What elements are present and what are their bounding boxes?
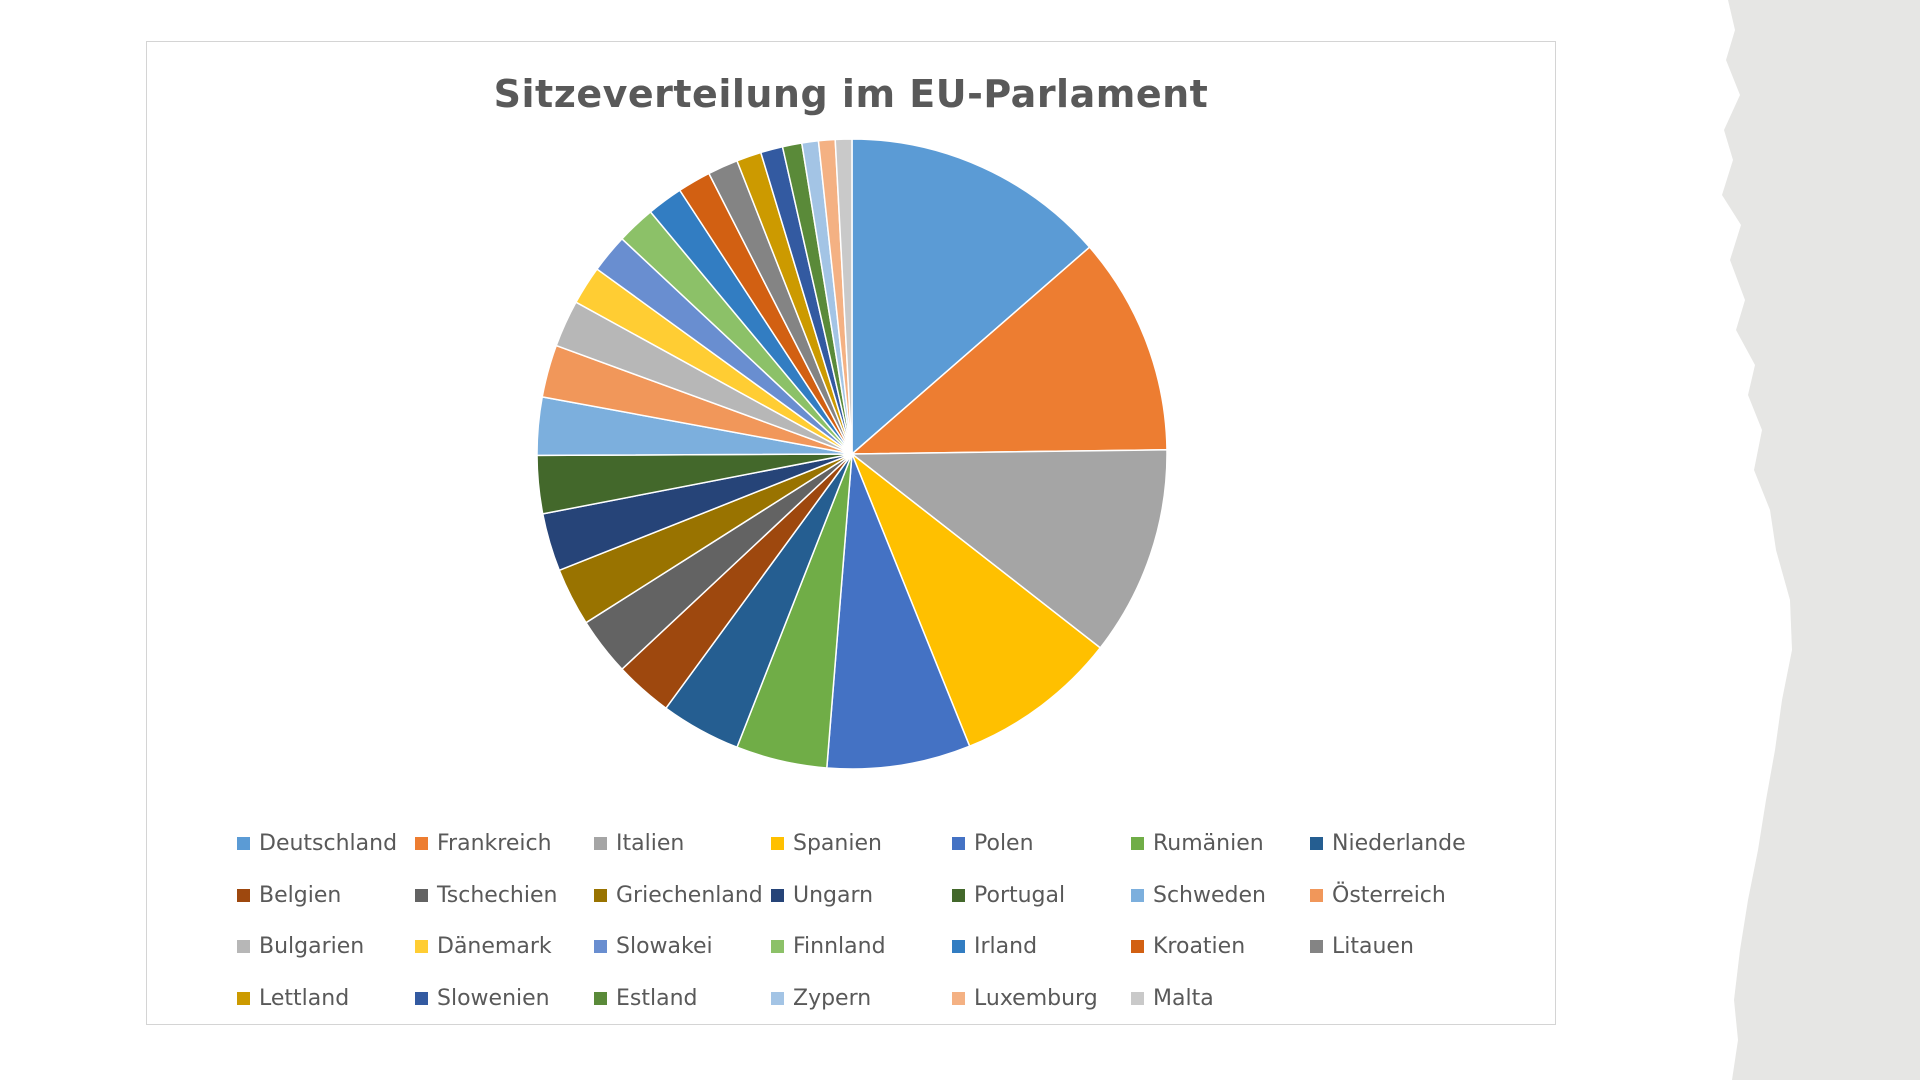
legend-label: Niederlande [1332, 830, 1466, 856]
legend-label: Bulgarien [259, 933, 365, 959]
legend-swatch [594, 888, 607, 902]
legend-item-belgien: Belgien [237, 880, 341, 910]
legend-label: Frankreich [437, 830, 552, 856]
legend-item-lettland: Lettland [237, 983, 349, 1013]
legend-swatch [952, 836, 965, 850]
legend-label: Spanien [793, 830, 882, 856]
legend-item-finnland: Finnland [771, 931, 886, 961]
legend-label: Finnland [793, 933, 886, 959]
legend-item-schweden: Schweden [1131, 880, 1266, 910]
legend-item-italien: Italien [594, 828, 684, 858]
legend-swatch [237, 888, 250, 902]
legend-label: Österreich [1332, 882, 1446, 908]
legend-swatch [594, 836, 607, 850]
legend-swatch [771, 939, 784, 953]
legend-label: Litauen [1332, 933, 1414, 959]
legend-label: Ungarn [793, 882, 874, 908]
legend-label: Dänemark [437, 933, 552, 959]
legend-swatch [237, 836, 250, 850]
pie-slice-italien [849, 449, 1168, 649]
legend-swatch [952, 991, 965, 1005]
legend-swatch [771, 991, 784, 1005]
legend-item-zypern: Zypern [771, 983, 871, 1013]
legend-swatch [771, 888, 784, 902]
legend-item-portugal: Portugal [952, 880, 1065, 910]
legend-swatch [415, 836, 428, 850]
legend-swatch [1310, 888, 1323, 902]
legend-item-rumaenien: Rumänien [1131, 828, 1264, 858]
legend-swatch [1131, 888, 1144, 902]
torn-paper-edge [1722, 0, 1920, 1080]
legend-swatch [952, 939, 965, 953]
legend-label: Malta [1153, 985, 1214, 1011]
legend-label: Schweden [1153, 882, 1266, 908]
pie-slice-deutschland [851, 138, 1091, 456]
legend-label: Lettland [259, 985, 350, 1011]
legend-item-spanien: Spanien [771, 828, 882, 858]
pie-slice-frankreich [849, 246, 1168, 455]
legend-item-kroatien: Kroatien [1131, 931, 1245, 961]
legend-item-tschechien: Tschechien [415, 880, 557, 910]
legend-item-deutschland: Deutschland [237, 828, 397, 858]
legend-item-estland: Estland [594, 983, 698, 1013]
legend-item-slowakei: Slowakei [594, 931, 713, 961]
legend-label: Polen [974, 830, 1034, 856]
legend-label: Zypern [793, 985, 872, 1011]
legend-label: Estland [616, 985, 698, 1011]
legend-item-griechenland: Griechenland [594, 880, 763, 910]
legend-item-polen: Polen [952, 828, 1034, 858]
legend-swatch [594, 991, 607, 1005]
legend-swatch [594, 939, 607, 953]
chart-area: Sitzeverteilung im EU-Parlament Deutschl… [146, 41, 1556, 1025]
legend-label: Portugal [974, 882, 1066, 908]
legend-swatch [771, 836, 784, 850]
legend-label: Deutschland [259, 830, 398, 856]
legend-item-litauen: Litauen [1310, 931, 1414, 961]
legend-item-luxemburg: Luxemburg [952, 983, 1098, 1013]
legend-label: Slowenien [437, 985, 550, 1011]
legend-label: Griechenland [616, 882, 763, 908]
chart-title: Sitzeverteilung im EU-Parlament [493, 72, 1209, 116]
legend-swatch [1131, 836, 1144, 850]
legend-label: Luxemburg [974, 985, 1098, 1011]
legend-swatch [237, 991, 250, 1005]
pie-slice-polen [825, 453, 971, 770]
legend-item-oesterreich: Österreich [1310, 880, 1446, 910]
chart-legend: Deutschland Frankreich Italien Spanien Polen… [147, 42, 1557, 1026]
legend-label: Rumänien [1153, 830, 1264, 856]
legend-swatch [1131, 939, 1144, 953]
legend-item-niederlande: Niederlande [1310, 828, 1466, 858]
legend-item-irland: Irland [952, 931, 1037, 961]
legend-swatch [415, 939, 428, 953]
legend-label: Slowakei [616, 933, 713, 959]
legend-label: Belgien [259, 882, 342, 908]
legend-item-daenemark: Dänemark [415, 931, 552, 961]
legend-swatch [1310, 939, 1323, 953]
legend-swatch [237, 939, 250, 953]
legend-label: Irland [974, 933, 1038, 959]
legend-swatch [415, 991, 428, 1005]
legend-item-bulgarien: Bulgarien [237, 931, 364, 961]
legend-swatch [1310, 836, 1323, 850]
legend-item-slowenien: Slowenien [415, 983, 550, 1013]
legend-item-malta: Malta [1131, 983, 1214, 1013]
legend-item-frankreich: Frankreich [415, 828, 552, 858]
legend-swatch [1131, 991, 1144, 1005]
legend-swatch [952, 888, 965, 902]
legend-item-ungarn: Ungarn [771, 880, 873, 910]
legend-label: Kroatien [1153, 933, 1246, 959]
legend-label: Tschechien [437, 882, 558, 908]
pie-slice-spanien [850, 451, 1102, 748]
legend-label: Italien [616, 830, 685, 856]
pie-slice-malta [834, 138, 853, 455]
pie-chart [536, 138, 1168, 770]
legend-swatch [415, 888, 428, 902]
